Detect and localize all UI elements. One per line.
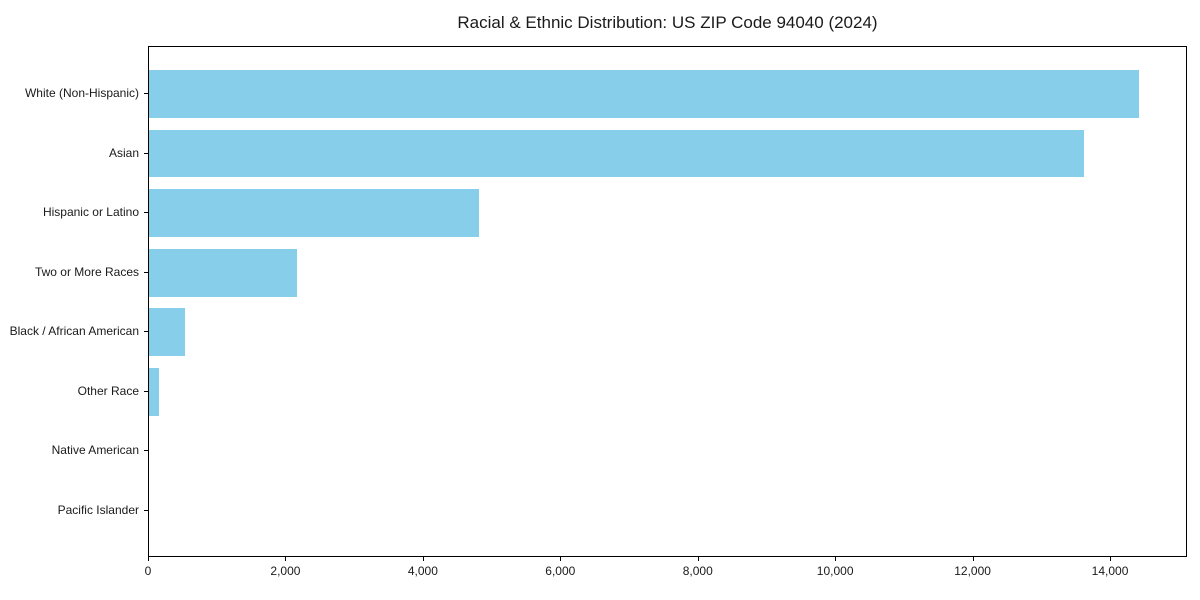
bar-segment bbox=[149, 189, 479, 237]
x-tick-label: 2,000 bbox=[270, 564, 301, 578]
y-tick-label: Native American bbox=[51, 443, 139, 458]
y-tick-mark bbox=[144, 509, 148, 511]
y-tick-label: Pacific Islander bbox=[57, 502, 139, 517]
y-tick-mark bbox=[144, 331, 148, 333]
x-tick-mark bbox=[285, 557, 287, 561]
x-tick-label: 12,000 bbox=[954, 564, 991, 578]
x-tick-label: 8,000 bbox=[682, 564, 713, 578]
y-tick-mark bbox=[144, 450, 148, 452]
x-tick-label: 10,000 bbox=[816, 564, 854, 578]
y-tick-mark bbox=[144, 390, 148, 392]
y-tick-mark bbox=[144, 93, 148, 95]
y-tick-label: Other Race bbox=[77, 383, 139, 398]
x-tick-label: 0 bbox=[144, 564, 152, 578]
bar-segment bbox=[149, 70, 1139, 118]
x-tick-mark bbox=[972, 557, 974, 561]
y-tick-label: Asian bbox=[108, 145, 139, 160]
bar-segment bbox=[149, 248, 297, 297]
x-tick-label: 4,000 bbox=[407, 564, 438, 578]
y-tick-label: Two or More Races bbox=[34, 264, 139, 279]
y-tick-label: Hispanic or Latino bbox=[42, 205, 139, 220]
x-tick-label: 14,000 bbox=[1091, 564, 1129, 578]
x-tick-label: 6,000 bbox=[545, 564, 576, 578]
y-tick-mark bbox=[144, 152, 148, 154]
x-tick-mark bbox=[422, 557, 424, 561]
x-tick-mark bbox=[697, 557, 699, 561]
bar-segment bbox=[149, 129, 1084, 178]
y-tick-label: White (Non-Hispanic) bbox=[24, 86, 139, 101]
y-tick-mark bbox=[144, 271, 148, 273]
y-tick-label: Black / African American bbox=[9, 324, 139, 339]
plot-area bbox=[148, 46, 1187, 557]
x-tick-mark bbox=[148, 557, 149, 561]
x-tick-mark bbox=[835, 557, 837, 561]
bar-segment bbox=[149, 368, 160, 416]
bar-segment bbox=[149, 308, 186, 357]
x-tick-mark bbox=[1110, 557, 1112, 561]
x-tick-mark bbox=[560, 557, 562, 561]
y-tick-mark bbox=[144, 212, 148, 214]
chart-title: Racial & Ethnic Distribution: US ZIP Cod… bbox=[457, 13, 878, 32]
